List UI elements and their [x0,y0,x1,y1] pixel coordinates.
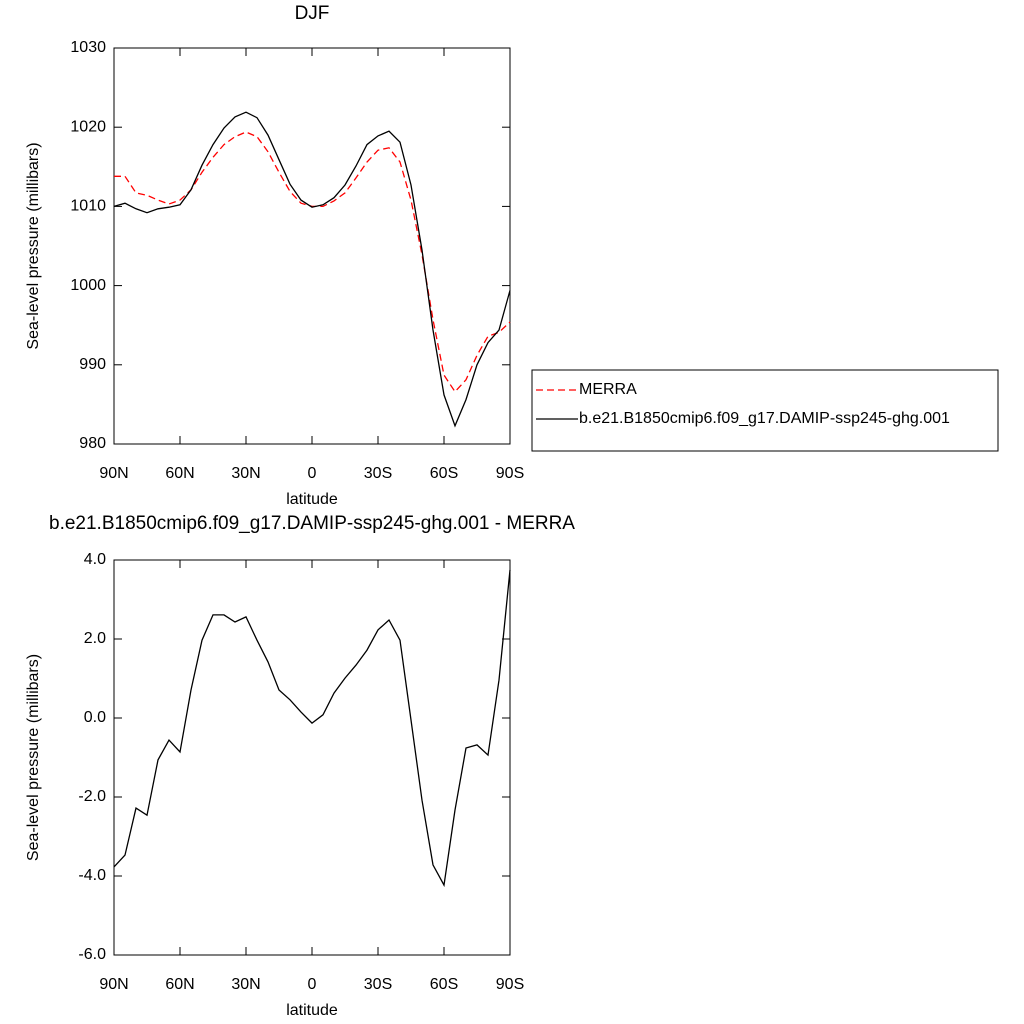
y-tick-label: 1000 [70,277,106,294]
chart-title: DJF [295,3,330,24]
y-tick-label: 2.0 [84,630,106,647]
y-tick-label: 1010 [70,198,106,215]
y-tick-label: 1030 [70,39,106,56]
x-tick-label: 90S [496,465,524,482]
y-axis-label: Sea-level pressure (millibars) [25,654,42,861]
x-tick-label: 30S [364,976,392,993]
x-tick-label: 30N [231,976,260,993]
x-tick-label: 60N [165,465,194,482]
chart-title: b.e21.B1850cmip6.f09_g17.DAMIP-ssp245-gh… [49,513,575,534]
x-axis-label: latitude [286,1002,338,1019]
y-tick-label: 0.0 [84,709,106,726]
y-tick-label: -4.0 [78,867,106,884]
x-tick-label: 90S [496,976,524,993]
y-tick-label: 1020 [70,118,106,135]
x-tick-label: 90N [99,465,128,482]
data-line [114,131,511,393]
x-tick-label: 60S [430,465,458,482]
x-axis-label: latitude [286,491,338,508]
x-tick-label: 60S [430,976,458,993]
x-tick-label: 0 [308,465,317,482]
y-tick-label: 990 [79,356,106,373]
legend-label: b.e21.B1850cmip6.f09_g17.DAMIP-ssp245-gh… [579,410,950,427]
y-tick-label: 4.0 [84,551,106,568]
y-tick-label: 980 [79,435,106,452]
legend-label: MERRA [579,381,637,398]
y-tick-label: -2.0 [78,788,106,805]
data-line [113,111,511,428]
legend-box [531,369,999,452]
x-tick-label: 30N [231,465,260,482]
x-tick-label: 90N [99,976,128,993]
plot-frame [113,559,511,956]
y-axis-label: Sea-level pressure (millibars) [25,142,42,349]
y-tick-label: -6.0 [78,946,106,963]
x-tick-label: 60N [165,976,194,993]
x-tick-label: 30S [364,465,392,482]
data-line [113,569,511,888]
x-tick-label: 0 [308,976,317,993]
